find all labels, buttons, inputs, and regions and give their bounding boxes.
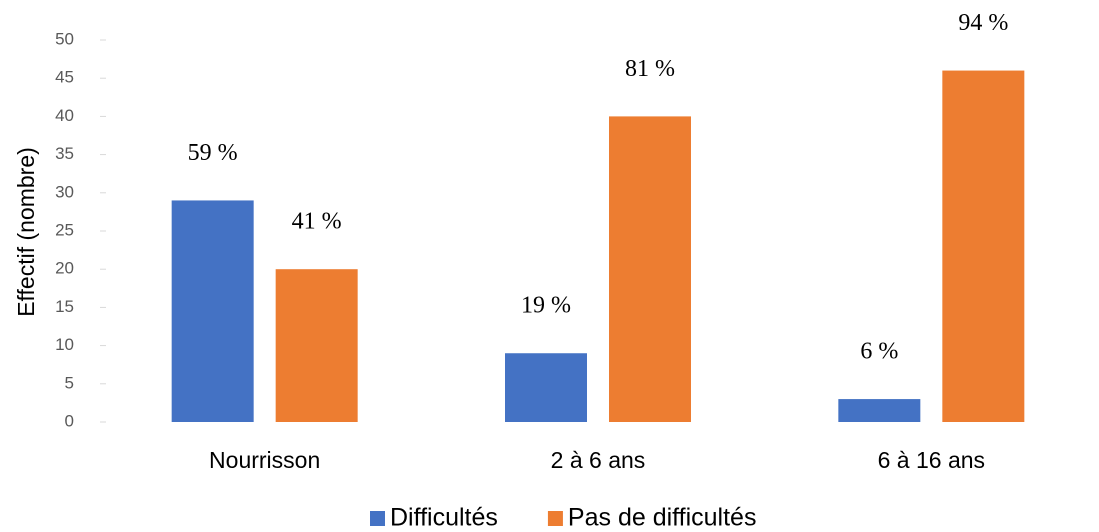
bar (838, 399, 921, 422)
x-tick-label: 6 à 16 ans (878, 447, 985, 473)
x-tick-label: 2 à 6 ans (551, 447, 646, 473)
bar (609, 116, 691, 423)
bar (942, 70, 1025, 422)
y-tick-label: 0 (65, 411, 74, 430)
bar (275, 269, 358, 422)
y-tick-label: 50 (55, 29, 74, 48)
y-tick-label: 15 (55, 297, 74, 316)
data-label: 59 % (188, 140, 238, 166)
y-tick-label: 45 (55, 68, 74, 87)
x-tick-label: Nourrisson (209, 447, 320, 473)
legend-swatch (370, 511, 385, 526)
y-tick-label: 40 (55, 106, 74, 125)
data-label: 6 % (860, 339, 898, 365)
legend-label: Difficultés (390, 504, 498, 532)
data-label: 94 % (958, 10, 1008, 36)
y-tick-label: 20 (55, 259, 74, 278)
y-tick-label: 5 (65, 373, 74, 392)
y-tick-label: 25 (55, 220, 74, 239)
legend-swatch (547, 511, 563, 526)
data-label: 19 % (521, 293, 571, 319)
y-tick-label: 35 (55, 144, 74, 163)
y-axis-title: Effectif (nombre) (13, 147, 39, 317)
legend-label: Pas de difficultés (568, 504, 757, 532)
data-label: 81 % (625, 56, 675, 82)
bar (505, 353, 587, 422)
data-label: 41 % (292, 209, 342, 235)
y-tick-label: 10 (55, 335, 74, 354)
y-tick-label: 30 (55, 182, 74, 201)
bar (171, 200, 254, 422)
